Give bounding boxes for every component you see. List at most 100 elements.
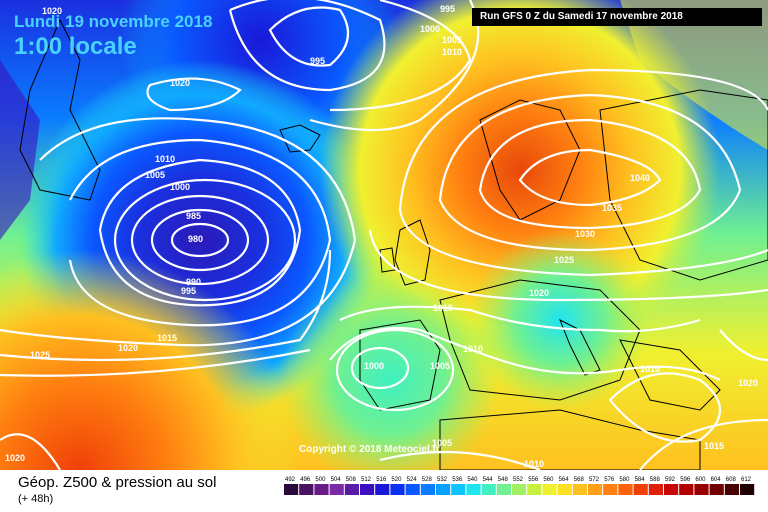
legend-swatch bbox=[572, 484, 587, 495]
pressure-label: 1015 bbox=[157, 333, 177, 343]
balkans-coast bbox=[619, 339, 721, 411]
legend-tick-label: 504 bbox=[331, 477, 342, 483]
pressure-label: 1020 bbox=[5, 453, 25, 463]
legend-swatch bbox=[299, 484, 314, 495]
product-title: Géop. Z500 & pression au sol bbox=[18, 474, 217, 491]
legend-swatch bbox=[284, 484, 299, 495]
scandinavia-coast bbox=[479, 99, 581, 221]
legend-swatch bbox=[314, 484, 329, 495]
isobar-1020-nw bbox=[146, 77, 242, 112]
legend-swatch bbox=[648, 484, 663, 495]
isobar-1025-south bbox=[398, 209, 768, 277]
russia-coast bbox=[599, 89, 768, 281]
pressure-label: 980 bbox=[188, 234, 203, 244]
isobar-1000 bbox=[98, 158, 302, 307]
isobar-1005-south bbox=[379, 450, 541, 470]
field-mediterranean bbox=[0, 0, 768, 470]
isobar-1010 bbox=[0, 117, 357, 347]
isobar-1020-sw bbox=[0, 433, 61, 470]
legend-tick-label: 576 bbox=[604, 477, 615, 483]
pressure-label: 1020 bbox=[738, 378, 758, 388]
legend-swatch bbox=[618, 484, 633, 495]
isobar-980 bbox=[170, 222, 230, 258]
legend-tick-label: 496 bbox=[300, 477, 311, 483]
legend-tick-label: 604 bbox=[711, 477, 722, 483]
pressure-label: 1025 bbox=[30, 350, 50, 360]
pressure-label: 1040 bbox=[630, 173, 650, 183]
legend-tick-label: 544 bbox=[483, 477, 494, 483]
field-ne-fringe bbox=[620, 0, 768, 150]
pressure-labels: 1020 995 1000 1005 1010 995 1020 1010 10… bbox=[5, 4, 758, 469]
legend-tick-label: 536 bbox=[452, 477, 463, 483]
legend-tick-label: 492 bbox=[285, 477, 296, 483]
isobars bbox=[0, 0, 768, 470]
iberia-coast bbox=[359, 319, 441, 411]
pressure-label: 990 bbox=[186, 277, 201, 287]
pressure-label: 1000 bbox=[170, 182, 190, 192]
legend-tick-label: 516 bbox=[376, 477, 387, 483]
isobar-1035 bbox=[478, 118, 702, 230]
legend-swatch bbox=[481, 484, 496, 495]
greenland-coast bbox=[19, 18, 101, 201]
legend-tick-label: 600 bbox=[695, 477, 706, 483]
legend-tick-label: 540 bbox=[467, 477, 478, 483]
isobar-1010-east bbox=[608, 372, 722, 443]
pressure-label: 1020 bbox=[42, 6, 62, 16]
pressure-label: 1010 bbox=[463, 344, 483, 354]
coastlines bbox=[19, 18, 768, 470]
legend-swatch bbox=[344, 484, 359, 495]
pressure-label: 1005 bbox=[432, 438, 452, 448]
isobar-985 bbox=[150, 208, 250, 272]
legend-swatch bbox=[451, 484, 466, 495]
legend-tick-label: 524 bbox=[407, 477, 418, 483]
isobar-1005-iberia bbox=[335, 328, 455, 412]
isobar-1000-north bbox=[228, 0, 386, 92]
isobar-1040 bbox=[518, 148, 662, 207]
iceland-coast bbox=[279, 124, 321, 153]
isobar-1030 bbox=[438, 93, 742, 252]
legend-tick-label: 612 bbox=[741, 477, 752, 483]
legend-tick-label: 520 bbox=[391, 477, 402, 483]
pressure-label: 1025 bbox=[554, 255, 574, 265]
pressure-label: 1010 bbox=[155, 154, 175, 164]
legend-tick-label: 552 bbox=[513, 477, 524, 483]
map-canvas: 1020 995 1000 1005 1010 995 1020 1010 10… bbox=[0, 0, 768, 470]
legend-tick-label: 580 bbox=[619, 477, 630, 483]
legend-swatch bbox=[603, 484, 618, 495]
pressure-label: 1000 bbox=[420, 24, 440, 34]
legend-swatch bbox=[588, 484, 603, 495]
pressure-label: 1015 bbox=[433, 303, 453, 313]
pressure-label: 1015 bbox=[704, 441, 724, 451]
isobar-990 bbox=[130, 194, 270, 286]
legend-tick-label: 572 bbox=[589, 477, 600, 483]
legend-swatch bbox=[633, 484, 648, 495]
pressure-label: 1010 bbox=[524, 459, 544, 469]
isobar-1020-se bbox=[719, 329, 768, 362]
legend-swatch bbox=[420, 484, 435, 495]
copyright-text: Copyright © 2018 Meteociel.fr bbox=[299, 444, 440, 455]
pressure-label: 995 bbox=[181, 286, 196, 296]
legend-swatch bbox=[466, 484, 481, 495]
pressure-label: 1010 bbox=[442, 47, 462, 57]
legend-tick-label: 568 bbox=[574, 477, 585, 483]
legend-tick-label: 560 bbox=[543, 477, 554, 483]
legend-tick-label: 528 bbox=[422, 477, 433, 483]
forecast-date: Lundi 19 novembre 2018 bbox=[14, 12, 213, 31]
legend-swatch bbox=[709, 484, 724, 495]
pressure-label: 995 bbox=[310, 56, 325, 66]
isobar-1020-east bbox=[368, 229, 768, 302]
isobar-1015-west bbox=[0, 249, 332, 362]
isobar-1015-central bbox=[339, 305, 701, 333]
legend-tick-label: 596 bbox=[680, 477, 691, 483]
isobar-995 bbox=[113, 178, 297, 302]
isobar-1015-east bbox=[639, 418, 768, 470]
pressure-label: 1005 bbox=[145, 170, 165, 180]
legend-swatch bbox=[360, 484, 375, 495]
ireland-coast bbox=[379, 247, 396, 273]
isobar-1010-central bbox=[329, 326, 721, 381]
pressure-label: 995 bbox=[440, 4, 455, 14]
pressure-label: 1035 bbox=[602, 203, 622, 213]
footer: Géop. Z500 & pression au sol (+ 48h) 492… bbox=[0, 470, 768, 512]
pressure-label: 1020 bbox=[118, 343, 138, 353]
isobar-1010-north bbox=[309, 0, 480, 132]
